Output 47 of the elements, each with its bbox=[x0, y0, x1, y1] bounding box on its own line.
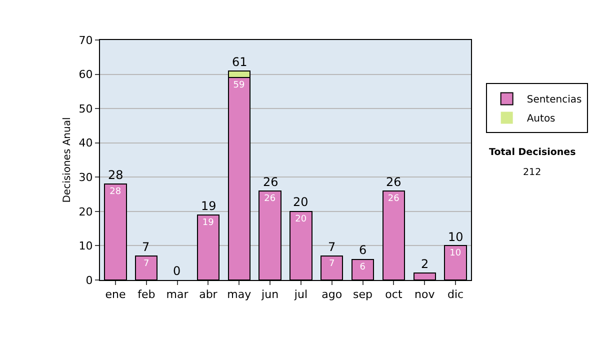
text: Total Decisiones bbox=[489, 147, 576, 158]
total-label: 20 bbox=[293, 195, 308, 209]
y-tick-label: 20 bbox=[78, 205, 93, 218]
total-label: 7 bbox=[328, 240, 336, 254]
total-label: 6 bbox=[359, 243, 367, 257]
data-label: 10 bbox=[450, 248, 462, 259]
x-tick-label: ago bbox=[322, 288, 342, 302]
total-label: 19 bbox=[201, 199, 216, 213]
legend-label: Sentencias bbox=[526, 94, 582, 106]
data-label: 19 bbox=[202, 218, 214, 228]
data-label: 26 bbox=[264, 194, 276, 204]
total-label: 2 bbox=[421, 257, 429, 271]
x-tick-label: jun bbox=[260, 288, 279, 302]
data-label: 20 bbox=[295, 214, 307, 224]
total-label: 28 bbox=[108, 168, 124, 182]
y-tick-label: 30 bbox=[78, 170, 93, 184]
x-tick-label: oct bbox=[385, 288, 403, 302]
x-tick-label: mar bbox=[166, 288, 189, 302]
y-tick-label: 60 bbox=[78, 68, 93, 82]
data-label: 6 bbox=[360, 262, 366, 272]
legend-label: Autos bbox=[526, 114, 556, 125]
x-tick-label: sep bbox=[353, 288, 373, 302]
total-label: 7 bbox=[142, 240, 150, 254]
total-label: 26 bbox=[263, 175, 278, 189]
y-tick-label: 70 bbox=[78, 34, 93, 47]
data-label: 7 bbox=[144, 259, 150, 269]
data-label: 59 bbox=[233, 80, 245, 91]
x-tick-label: feb bbox=[138, 288, 156, 302]
total-label: 10 bbox=[448, 230, 464, 244]
y-tick-label: 40 bbox=[78, 136, 93, 150]
total-label: 0 bbox=[173, 264, 181, 278]
text: 212 bbox=[523, 167, 542, 178]
y-tick-label: 50 bbox=[78, 102, 93, 116]
y-tick-label: 10 bbox=[78, 240, 93, 253]
x-tick-label: dic bbox=[447, 288, 464, 302]
data-label: 26 bbox=[388, 194, 400, 204]
x-tick-label: jul bbox=[293, 288, 308, 302]
x-tick-label: ene bbox=[105, 288, 126, 302]
y-axis-title: Decisiones Anual bbox=[62, 117, 73, 203]
total-label: 61 bbox=[232, 55, 248, 69]
x-tick-label: nov bbox=[414, 288, 436, 302]
total-label: 26 bbox=[386, 175, 402, 189]
data-label: 28 bbox=[110, 187, 122, 197]
y-tick-label: 0 bbox=[86, 274, 93, 287]
data-label: 7 bbox=[329, 259, 335, 269]
x-tick-label: abr bbox=[199, 288, 218, 302]
x-tick-label: may bbox=[227, 288, 252, 302]
